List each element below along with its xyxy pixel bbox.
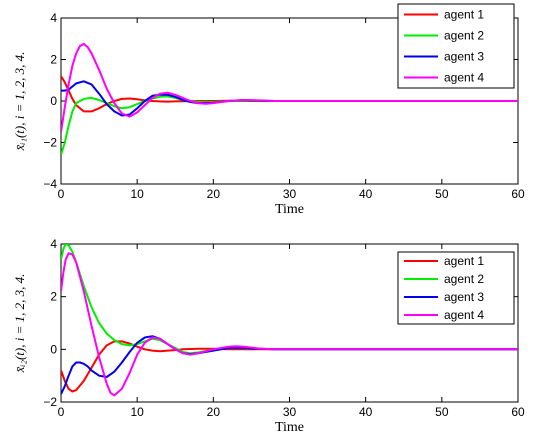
x-tick-label: 50 — [435, 187, 449, 201]
y-tick-label: 4 — [50, 237, 57, 251]
x-axis-label: Time — [275, 202, 304, 217]
legend: agent 1 agent 2 agent 3 agent 4 — [397, 3, 515, 89]
x-tick-label: 30 — [283, 405, 297, 419]
y-tick-label: 2 — [50, 290, 57, 304]
series-line-agent-4 — [61, 252, 518, 397]
x-tick-label: 60 — [511, 405, 525, 419]
y-tick-label: 4 — [50, 11, 57, 25]
x-tick-label: 40 — [359, 405, 373, 419]
legend-label: agent 4 — [444, 71, 484, 85]
legend-label: agent 2 — [444, 272, 484, 286]
x-tick-label: 60 — [511, 187, 525, 201]
y-tick-label: −2 — [43, 136, 57, 150]
y-tick-label: 0 — [50, 342, 57, 356]
legend-label: agent 1 — [444, 254, 484, 268]
x-tick-label: 10 — [130, 405, 144, 419]
x-tick-label: 0 — [58, 405, 65, 419]
legend-label: agent 3 — [444, 290, 484, 304]
x-tick-label: 10 — [130, 187, 144, 201]
chart-panel-1: 0 10 20 30 40 50 60 −4 −2 0 2 4 Time x̄ᵢ₁(t), i = 1, … — [12, 3, 525, 217]
legend-label: agent 1 — [444, 8, 484, 22]
y-tick-label: −2 — [43, 395, 57, 409]
legend-box — [397, 3, 515, 89]
x-tick-label: 0 — [58, 187, 65, 201]
x-tick-label: 20 — [207, 405, 221, 419]
series-line-agent-4 — [61, 42, 518, 133]
x-axis-label: Time — [275, 420, 304, 435]
x-tick-label: 50 — [435, 405, 449, 419]
legend-box — [397, 251, 515, 325]
legend-label: agent 3 — [444, 50, 484, 64]
y-tick-label: 2 — [50, 53, 57, 67]
y-axis-label: x̄ᵢ₁(t), i = 1, 2, 3, 4. — [12, 52, 27, 152]
y-tick-label: 0 — [50, 94, 57, 108]
y-axis-label: x̄ᵢ₂(t), i = 1, 2, 3, 4. — [12, 274, 27, 374]
legend-label: agent 2 — [444, 29, 484, 43]
x-tick-label: 20 — [207, 187, 221, 201]
x-tick-label: 40 — [359, 187, 373, 201]
legend-label: agent 4 — [444, 308, 484, 322]
legend: agent 1 agent 2 agent 3 agent 4 — [397, 251, 515, 325]
x-tick-label: 30 — [283, 187, 297, 201]
y-tick-label: −4 — [43, 177, 57, 191]
